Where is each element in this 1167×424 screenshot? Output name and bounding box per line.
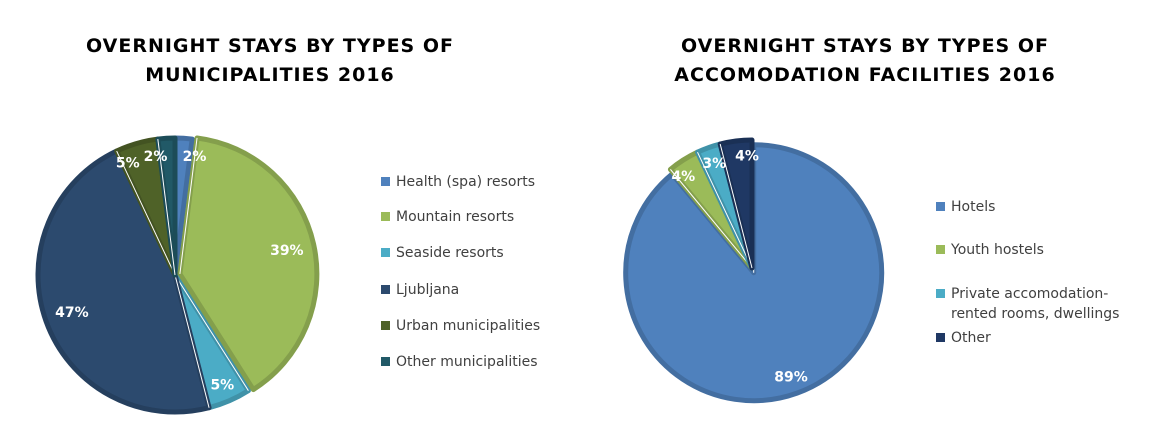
legend-swatch xyxy=(936,245,945,254)
chart-title-municipalities: OVERNIGHT STAYS BY TYPES OF MUNICIPALITI… xyxy=(60,32,480,90)
slice-separator xyxy=(697,151,753,269)
legend-swatch xyxy=(381,357,390,366)
title-line: OVERNIGHT STAYS BY TYPES OF xyxy=(86,35,454,57)
title-line: ACCOMODATION FACILITIES 2016 xyxy=(674,64,1056,86)
legend-item: Other municipalities xyxy=(381,352,538,372)
slice-separator xyxy=(174,274,249,391)
chart-title-accommodation: OVERNIGHT STAYS BY TYPES OF ACCOMODATION… xyxy=(655,32,1075,90)
legend-item: Urban municipalities xyxy=(381,316,540,336)
data-label: 2% xyxy=(144,149,168,165)
data-label: 5% xyxy=(116,156,140,172)
legend-item: Private accomodation-rented rooms, dwell… xyxy=(936,284,1119,324)
legend-label: Seaside resorts xyxy=(396,245,504,261)
data-label: 5% xyxy=(210,377,234,393)
legend-item: Health (spa) resorts xyxy=(381,172,535,192)
legend-label: Other municipalities xyxy=(396,354,538,370)
legend-swatch xyxy=(381,212,390,221)
legend-item: Hotels xyxy=(936,197,995,217)
pie-slice-0-1 xyxy=(177,135,320,393)
slice-separator xyxy=(670,169,753,269)
legend-item: Mountain resorts xyxy=(381,207,514,227)
legend-swatch xyxy=(936,333,945,342)
legend-label: Private accomodation-rented rooms, dwell… xyxy=(951,284,1119,324)
legend-label: Urban municipalities xyxy=(396,318,541,334)
legend-swatch xyxy=(381,177,390,186)
legend-label: Mountain resorts xyxy=(396,209,515,225)
legend-item: Ljubljana xyxy=(381,280,459,300)
title-line: MUNICIPALITIES 2016 xyxy=(145,64,395,86)
legend-label-line: Private accomodation- xyxy=(951,286,1109,302)
pie-slice-0-3 xyxy=(35,148,212,415)
data-label: 4% xyxy=(671,169,695,185)
legend-item: Youth hostels xyxy=(936,240,1044,260)
slice-separator xyxy=(174,274,210,408)
title-line: OVERNIGHT STAYS BY TYPES OF xyxy=(681,35,1049,57)
legend-item: Seaside resorts xyxy=(381,243,504,263)
data-label: 2% xyxy=(183,149,207,165)
legend-swatch xyxy=(381,321,390,330)
legend-item: Other xyxy=(936,328,991,348)
slice-separator xyxy=(157,139,176,276)
data-label: 3% xyxy=(702,156,726,172)
legend-label-line: rented rooms, dwellings xyxy=(951,306,1120,322)
legend-label: Other xyxy=(951,330,991,346)
slice-separator xyxy=(719,143,753,269)
legend-label: Youth hostels xyxy=(951,242,1044,258)
legend-label: Hotels xyxy=(951,199,996,215)
data-label: 4% xyxy=(735,149,759,165)
legend-swatch xyxy=(936,289,945,298)
data-label: 47% xyxy=(55,305,89,321)
data-label: 89% xyxy=(774,369,808,385)
data-label: 39% xyxy=(270,243,304,259)
legend-label: Health (spa) resorts xyxy=(396,174,536,190)
legend-swatch xyxy=(381,248,390,257)
legend-label: Ljubljana xyxy=(396,282,460,298)
legend-swatch xyxy=(936,202,945,211)
legend-swatch xyxy=(381,285,390,294)
slice-separator xyxy=(116,150,176,276)
slice-separator xyxy=(179,137,198,274)
